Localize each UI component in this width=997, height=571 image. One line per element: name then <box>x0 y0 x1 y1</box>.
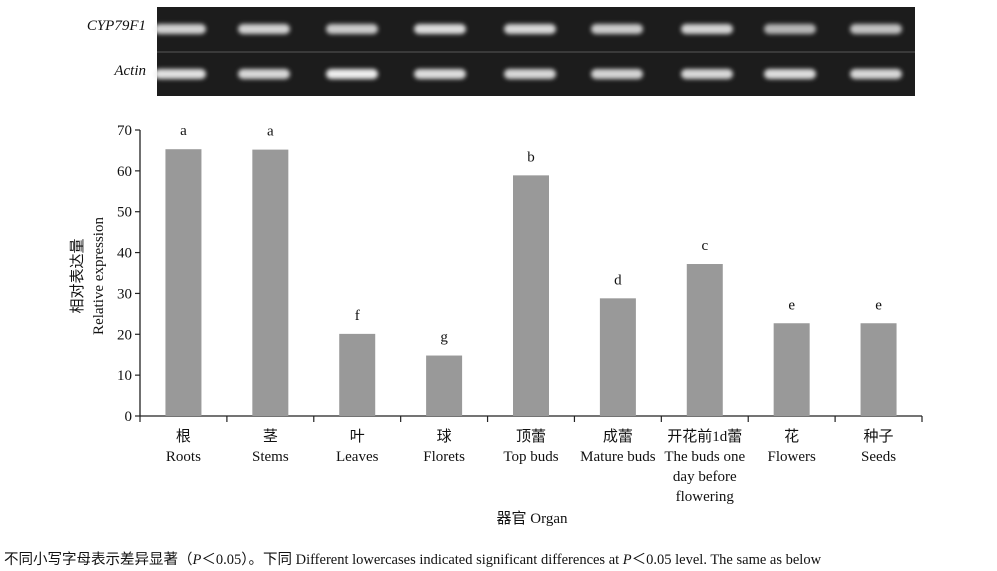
significance-label: c <box>701 238 708 254</box>
gel-band <box>681 24 733 34</box>
gel-band <box>154 69 206 79</box>
bar <box>252 149 289 416</box>
caption-text-end: ＜0.05 level. The same as below <box>631 552 822 568</box>
bar <box>599 298 636 416</box>
gel-band <box>414 24 466 34</box>
x-category-label-en: Florets <box>423 449 465 465</box>
gel-row-divider <box>157 51 915 53</box>
bar <box>165 149 202 416</box>
x-category-label-zh: 开花前1d蕾 <box>667 428 742 445</box>
significance-label: e <box>875 297 882 313</box>
gel-row-label: CYP79F1 <box>87 18 146 34</box>
x-category-label-en: Stems <box>252 449 289 465</box>
x-category-label-zh: 根 <box>176 428 191 445</box>
bar <box>686 264 723 416</box>
caption-p-symbol: P <box>192 552 202 568</box>
significance-label: e <box>788 297 795 313</box>
significance-label: a <box>180 123 187 139</box>
gel-band <box>850 69 902 79</box>
x-category-label-zh: 种子 <box>864 428 894 445</box>
caption-p-symbol-2: P <box>622 552 632 568</box>
y-tick-label: 30 <box>117 286 132 302</box>
x-category-label-zh: 茎 <box>263 428 278 445</box>
y-tick-label: 70 <box>117 123 132 139</box>
figure-caption: 不同小写字母表示差异显著（P＜0.05）。下同 Different lowerc… <box>4 548 997 569</box>
gel-band <box>764 69 816 79</box>
gel-band <box>504 24 556 34</box>
x-category-label-en: Leaves <box>336 449 379 465</box>
gel-band <box>504 69 556 79</box>
gel-band <box>326 24 378 34</box>
gel-band <box>850 24 902 34</box>
gel-band <box>764 24 816 34</box>
x-category-label-zh: 球 <box>437 428 452 445</box>
x-category-label-en: Flowers <box>767 449 815 465</box>
bar <box>339 333 376 416</box>
y-tick-label: 40 <box>117 246 132 262</box>
y-axis-title-zh: 相对表达量 <box>69 238 86 313</box>
x-axis-title: 器官 Organ <box>497 510 568 527</box>
bar <box>860 323 897 416</box>
gel-band <box>591 69 643 79</box>
x-category-label-zh: 花 <box>784 428 799 445</box>
gel-band <box>414 69 466 79</box>
gel-band <box>154 24 206 34</box>
significance-label: f <box>355 308 360 324</box>
x-category-label-en: Top buds <box>503 449 558 465</box>
bar <box>513 175 549 416</box>
significance-label: a <box>267 124 274 140</box>
significance-label: g <box>440 330 448 346</box>
x-category-label-en: Mature buds <box>580 449 656 465</box>
x-category-label-en: The buds one <box>664 449 745 465</box>
gel-row-label: Actin <box>113 63 146 79</box>
gel-band <box>591 24 643 34</box>
y-tick-label: 20 <box>117 327 132 343</box>
significance-label: b <box>527 149 535 165</box>
caption-text-mid: ＜0.05）。下同 Different lowercases indicated… <box>201 552 623 568</box>
y-axis-title-en: Relative expression <box>91 217 107 335</box>
x-category-label-en: flowering <box>676 489 735 505</box>
x-category-label-zh: 成蕾 <box>603 428 633 445</box>
caption-text-zh: 不同小写字母表示差异显著（ <box>4 552 193 568</box>
y-tick-label: 50 <box>117 205 132 221</box>
y-tick-label: 10 <box>117 368 132 384</box>
x-category-label-zh: 叶 <box>350 428 365 445</box>
rt-pcr-gel-image: CYP79F1 Actin <box>87 7 915 96</box>
bar <box>773 323 810 416</box>
y-tick-label: 0 <box>125 409 133 425</box>
y-tick-label: 60 <box>117 164 132 180</box>
gel-band <box>326 69 378 79</box>
gel-band <box>238 24 290 34</box>
bar <box>426 355 463 416</box>
x-category-label-zh: 顶蕾 <box>516 428 546 445</box>
significance-label: d <box>614 272 622 288</box>
x-category-label-en: Roots <box>166 449 201 465</box>
gel-band <box>238 69 290 79</box>
gel-band <box>681 69 733 79</box>
x-category-label-en: Seeds <box>861 449 896 465</box>
x-category-label-en: day before <box>673 469 737 485</box>
